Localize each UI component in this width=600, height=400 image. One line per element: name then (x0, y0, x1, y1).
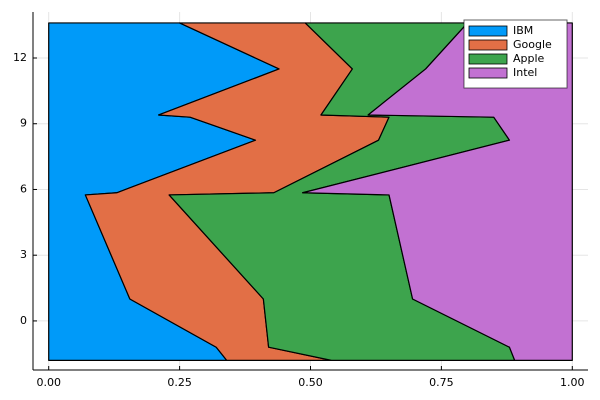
y-tick-label: 9 (20, 117, 27, 130)
y-tick-label: 3 (20, 248, 27, 261)
y-tick-label: 0 (20, 314, 27, 327)
legend-swatch (468, 53, 508, 65)
legend-swatch (468, 25, 508, 37)
x-tick-label: 0.50 (298, 376, 323, 389)
x-tick-label: 0.00 (36, 376, 61, 389)
y-tick-label: 6 (20, 182, 27, 195)
legend-swatch (468, 67, 508, 79)
x-tick-label: 1.00 (560, 376, 585, 389)
x-tick-label: 0.75 (429, 376, 454, 389)
legend-label: Intel (513, 66, 537, 79)
legend-label: Google (513, 38, 552, 51)
y-tick-label: 12 (13, 51, 27, 64)
x-tick-label: 0.25 (167, 376, 192, 389)
legend-label: IBM (513, 24, 533, 37)
legend-swatch (468, 39, 508, 51)
legend-label: Apple (513, 52, 545, 65)
